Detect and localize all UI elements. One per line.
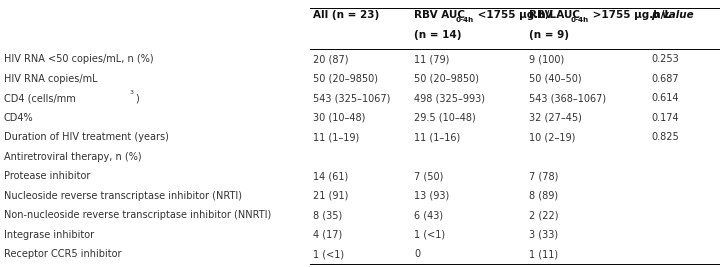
Text: 7 (78): 7 (78)	[529, 171, 559, 181]
Text: Nucleoside reverse transcriptase inhibitor (NRTI): Nucleoside reverse transcriptase inhibit…	[4, 191, 242, 201]
Text: 11 (1–19): 11 (1–19)	[313, 132, 359, 142]
Text: 3: 3	[130, 90, 134, 95]
Text: 0.687: 0.687	[652, 74, 679, 84]
Text: 0-4h: 0-4h	[571, 17, 589, 23]
Text: 0.253: 0.253	[652, 54, 680, 64]
Text: p value: p value	[652, 10, 694, 20]
Text: Receptor CCR5 inhibitor: Receptor CCR5 inhibitor	[4, 249, 121, 259]
Text: Antiretroviral therapy, n (%): Antiretroviral therapy, n (%)	[4, 152, 141, 162]
Text: 50 (40–50): 50 (40–50)	[529, 74, 582, 84]
Text: 0.174: 0.174	[652, 113, 679, 123]
Text: 11 (79): 11 (79)	[414, 54, 449, 64]
Text: 1 (<1): 1 (<1)	[414, 230, 445, 239]
Text: 0: 0	[414, 249, 420, 259]
Text: 543 (325–1067): 543 (325–1067)	[313, 93, 390, 103]
Text: ): )	[135, 93, 139, 103]
Text: (n = 14): (n = 14)	[414, 30, 462, 40]
Text: 10 (2–19): 10 (2–19)	[529, 132, 575, 142]
Text: CD4 (cells/mm: CD4 (cells/mm	[4, 93, 76, 103]
Text: 8 (35): 8 (35)	[313, 210, 343, 220]
Text: 13 (93): 13 (93)	[414, 191, 449, 201]
Text: All (n = 23): All (n = 23)	[313, 10, 379, 20]
Text: 0-4h: 0-4h	[456, 17, 474, 23]
Text: >1755 μg.h/L: >1755 μg.h/L	[589, 10, 671, 20]
Text: 7 (50): 7 (50)	[414, 171, 444, 181]
Text: (n = 9): (n = 9)	[529, 30, 570, 40]
Text: 498 (325–993): 498 (325–993)	[414, 93, 485, 103]
Text: Non-nucleoside reverse transcriptase inhibitor (NNRTI): Non-nucleoside reverse transcriptase inh…	[4, 210, 271, 220]
Text: 30 (10–48): 30 (10–48)	[313, 113, 366, 123]
Text: 2 (22): 2 (22)	[529, 210, 559, 220]
Text: 1 (<1): 1 (<1)	[313, 249, 344, 259]
Text: 0.825: 0.825	[652, 132, 680, 142]
Text: RBV AUC: RBV AUC	[529, 10, 580, 20]
Text: HIV RNA copies/mL: HIV RNA copies/mL	[4, 74, 97, 84]
Text: HIV RNA <50 copies/mL, n (%): HIV RNA <50 copies/mL, n (%)	[4, 54, 153, 64]
Text: 29.5 (10–48): 29.5 (10–48)	[414, 113, 476, 123]
Text: 4 (17): 4 (17)	[313, 230, 343, 239]
Text: 20 (87): 20 (87)	[313, 54, 348, 64]
Text: 543 (368–1067): 543 (368–1067)	[529, 93, 606, 103]
Text: 8 (89): 8 (89)	[529, 191, 558, 201]
Text: 1 (11): 1 (11)	[529, 249, 558, 259]
Text: 6 (43): 6 (43)	[414, 210, 443, 220]
Text: 3 (33): 3 (33)	[529, 230, 558, 239]
Text: 0.614: 0.614	[652, 93, 679, 103]
Text: 21 (91): 21 (91)	[313, 191, 348, 201]
Text: Duration of HIV treatment (years): Duration of HIV treatment (years)	[4, 132, 168, 142]
Text: 50 (20–9850): 50 (20–9850)	[414, 74, 479, 84]
Text: 32 (27–45): 32 (27–45)	[529, 113, 582, 123]
Text: 11 (1–16): 11 (1–16)	[414, 132, 460, 142]
Text: 50 (20–9850): 50 (20–9850)	[313, 74, 378, 84]
Text: CD4%: CD4%	[4, 113, 33, 123]
Text: 14 (61): 14 (61)	[313, 171, 348, 181]
Text: Protease inhibitor: Protease inhibitor	[4, 171, 90, 181]
Text: RBV AUC: RBV AUC	[414, 10, 465, 20]
Text: 9 (100): 9 (100)	[529, 54, 564, 64]
Text: Integrase inhibitor: Integrase inhibitor	[4, 230, 94, 239]
Text: <1755 μg.h/L: <1755 μg.h/L	[474, 10, 556, 20]
